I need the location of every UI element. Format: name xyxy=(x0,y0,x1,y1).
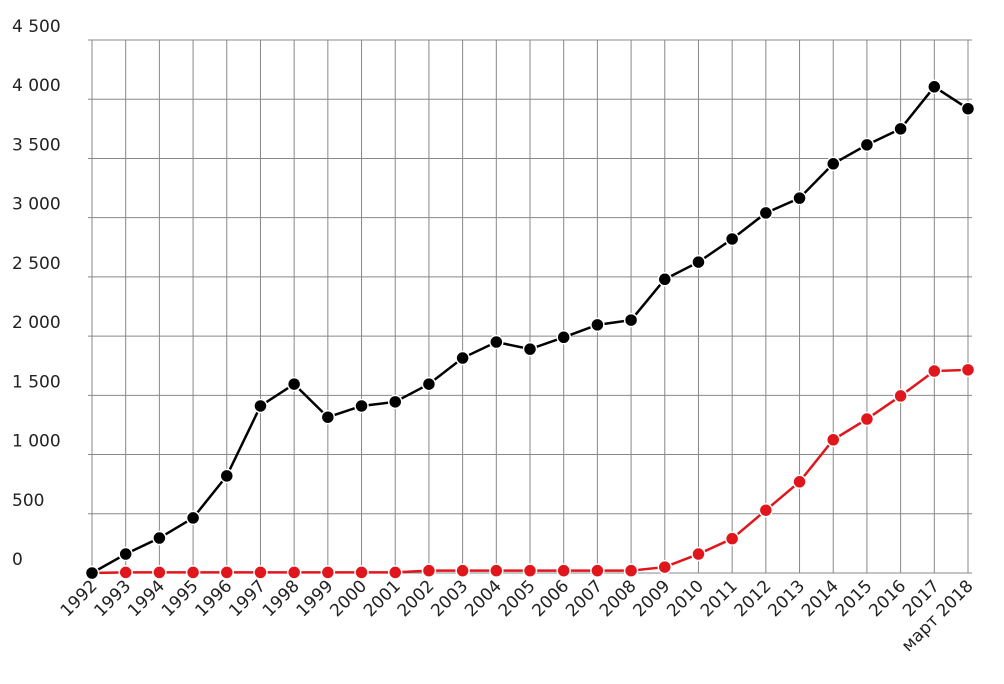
data-point xyxy=(387,394,403,410)
data-point xyxy=(893,388,908,404)
x-tick-label: 2012 xyxy=(731,576,776,621)
x-tick-label: 2014 xyxy=(798,576,843,621)
data-point xyxy=(286,565,302,580)
data-point xyxy=(455,563,470,578)
data-point xyxy=(354,565,369,580)
y-tick-label: 2 500 xyxy=(12,254,61,274)
data-point xyxy=(421,563,437,578)
data-point xyxy=(724,531,740,546)
data-point xyxy=(556,330,571,345)
x-tick-label: 1999 xyxy=(293,576,338,621)
y-tick-label: 4 500 xyxy=(12,17,61,37)
data-point xyxy=(792,474,807,490)
data-point xyxy=(960,362,976,378)
data-point xyxy=(691,254,706,270)
x-tick-label: 2011 xyxy=(697,576,742,621)
x-tick-label: 2001 xyxy=(360,576,405,621)
x-tick-label: 2005 xyxy=(495,576,540,621)
x-tick-label: 1995 xyxy=(158,576,203,621)
data-point xyxy=(691,546,706,562)
y-tick-label: 3 000 xyxy=(12,195,61,215)
data-point xyxy=(859,137,875,153)
x-tick-label: 2016 xyxy=(865,576,910,621)
data-point xyxy=(522,563,538,578)
x-tick-label: 1992 xyxy=(57,576,102,621)
x-tick-label: 2007 xyxy=(562,576,607,621)
y-tick-label: 1 500 xyxy=(12,372,61,392)
data-point xyxy=(893,121,908,137)
data-point xyxy=(859,411,875,427)
x-tick-label: 1996 xyxy=(192,576,237,621)
data-point xyxy=(657,272,673,287)
x-tick-label: 1998 xyxy=(259,576,304,621)
data-point xyxy=(320,409,336,425)
x-tick-label: 2000 xyxy=(326,576,371,621)
y-tick-label: 4 000 xyxy=(12,76,61,96)
data-point xyxy=(758,205,774,221)
data-point xyxy=(825,432,841,447)
x-tick-label: 2003 xyxy=(427,576,472,621)
data-point xyxy=(320,565,336,580)
data-point xyxy=(185,565,201,580)
x-tick-label: 2008 xyxy=(596,576,641,621)
data-point xyxy=(927,363,942,379)
x-tick-label: 2006 xyxy=(528,576,573,621)
data-point xyxy=(84,565,100,581)
y-tick-label: 3 500 xyxy=(12,135,61,155)
data-point xyxy=(657,559,673,575)
data-point xyxy=(455,350,470,366)
y-tick-label: 0 xyxy=(12,550,23,570)
data-point xyxy=(152,565,167,580)
data-point xyxy=(253,398,268,414)
data-point xyxy=(556,563,571,578)
data-point xyxy=(724,231,740,247)
data-point xyxy=(253,565,268,580)
x-tick-label: 2004 xyxy=(461,576,506,621)
data-point xyxy=(286,376,302,392)
data-point xyxy=(354,398,369,414)
data-point xyxy=(219,565,235,580)
data-point xyxy=(152,530,167,546)
x-tick-label: 2015 xyxy=(832,576,877,621)
x-tick-label: 1997 xyxy=(225,576,270,621)
data-point xyxy=(623,563,639,578)
data-point xyxy=(590,317,605,333)
data-point xyxy=(758,502,774,518)
data-point xyxy=(825,156,841,172)
data-point xyxy=(927,79,942,95)
x-tick-label: 1994 xyxy=(124,576,169,621)
data-point xyxy=(118,565,133,580)
data-point xyxy=(960,101,976,116)
y-tick-label: 1 000 xyxy=(12,432,61,452)
data-point xyxy=(623,312,639,328)
data-point xyxy=(118,546,133,562)
data-point xyxy=(387,565,403,580)
data-point xyxy=(590,563,605,578)
data-point xyxy=(421,376,437,392)
data-point xyxy=(489,563,504,578)
data-point xyxy=(522,341,538,357)
y-tick-label: 2 000 xyxy=(12,313,61,333)
x-tick-label: 2010 xyxy=(663,576,708,621)
x-tick-label: 2009 xyxy=(630,576,675,621)
data-point xyxy=(489,334,504,350)
data-point xyxy=(792,190,807,206)
data-point xyxy=(185,510,201,526)
x-tick-label: 2013 xyxy=(764,576,809,621)
data-point xyxy=(219,468,235,484)
y-tick-label: 500 xyxy=(12,491,44,511)
x-tick-label: 1993 xyxy=(90,576,135,621)
x-tick-label: 2002 xyxy=(394,576,439,621)
